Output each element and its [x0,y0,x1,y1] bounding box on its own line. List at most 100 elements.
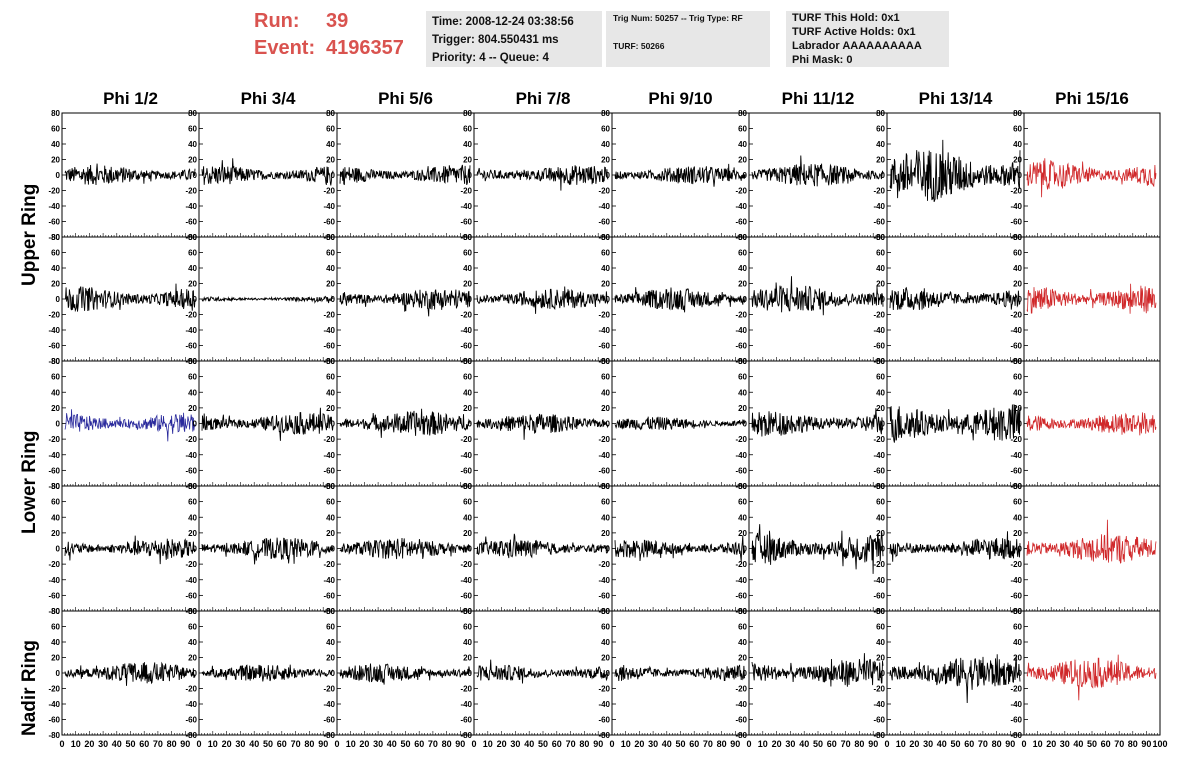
x-tick-label: 0 [59,739,64,749]
trig-info-box: Trig Num: 50257 -- Trig Type: RF TURF: 5… [606,11,770,67]
y-tick-label: -60 [323,591,335,600]
y-tick-label: 0 [56,545,61,554]
y-tick-label: 20 [51,529,60,538]
y-tick-label: -60 [873,591,885,600]
y-tick-label: 20 [601,280,610,289]
waveform-trace [476,659,609,684]
waveform-trace [1026,283,1157,314]
y-tick-label: 0 [56,669,61,678]
x-tick-label: 40 [387,739,397,749]
y-tick-label: -20 [1010,685,1022,694]
y-tick-label: 40 [188,513,197,522]
x-tick-label: 90 [1005,739,1015,749]
y-tick-label: 80 [1013,357,1022,366]
y-tick-label: 40 [601,638,610,647]
y-tick-label: 40 [463,513,472,522]
x-tick-label: 90 [730,739,740,749]
y-tick-label: 80 [463,357,472,366]
y-tick-label: 0 [743,669,748,678]
waveform-trace [64,661,196,686]
y-tick-label: -80 [460,731,472,740]
y-tick-label: 0 [1018,545,1023,554]
waveform-trace [889,654,1021,704]
y-tick-label: -40 [1010,202,1022,211]
x-tick-label: 40 [662,739,672,749]
y-tick-label: 60 [188,125,197,134]
x-tick-label: 60 [689,739,699,749]
x-tick-label: 10 [1033,739,1043,749]
y-tick-label: 40 [188,388,197,397]
y-tick-label: 0 [468,669,473,678]
x-tick-label: 60 [414,739,424,749]
y-tick-label: 60 [876,373,885,382]
priority-text: Priority: 4 -- Queue: 4 [432,52,549,64]
y-tick-label: -20 [460,560,472,569]
y-tick-label: 60 [738,249,747,258]
y-tick-label: -20 [185,435,197,444]
waveform-trace [889,404,1021,443]
y-tick-label: -60 [873,342,885,351]
y-tick-label: 80 [326,357,335,366]
y-tick-label: 40 [876,638,885,647]
x-tick-label: 60 [964,739,974,749]
y-tick-label: -40 [1010,451,1022,460]
waveform-trace [751,653,884,687]
x-tick-label: 30 [510,739,520,749]
y-tick-label: 40 [876,388,885,397]
y-tick-label: -20 [873,685,885,694]
waveform-trace [889,286,1021,311]
y-tick-label: 0 [468,295,473,304]
y-tick-label: 60 [463,623,472,632]
y-tick-label: -40 [873,326,885,335]
waveform-trace [201,537,334,565]
y-tick-label: 60 [51,498,60,507]
event-value: 4196357 [326,37,404,59]
y-tick-label: 20 [601,156,610,165]
y-tick-label: 80 [876,109,885,118]
y-tick-label: 80 [738,233,747,242]
x-tick-label: 80 [992,739,1002,749]
y-tick-label: -40 [185,451,197,460]
x-tick-label: 40 [799,739,809,749]
y-tick-label: -80 [48,482,60,491]
y-tick-label: 20 [738,404,747,413]
x-tick-label: 20 [84,739,94,749]
y-tick-label: -20 [185,311,197,320]
x-tick-label: 20 [497,739,507,749]
x-tick-label: 90 [455,739,465,749]
run-label: Run: [254,10,300,32]
x-tick-label: 40 [1073,739,1083,749]
y-tick-label: 60 [188,249,197,258]
y-tick-label: 0 [193,295,198,304]
y-tick-label: -60 [48,591,60,600]
y-tick-label: -20 [598,435,610,444]
y-tick-label: 80 [738,607,747,616]
x-tick-label: 60 [552,739,562,749]
y-tick-label: -40 [873,576,885,585]
waveform-trace [476,286,609,314]
y-tick-label: -20 [735,435,747,444]
y-tick-label: -20 [48,435,60,444]
x-tick-label: 50 [675,739,685,749]
y-tick-label: 80 [738,482,747,491]
y-tick-label: -20 [185,187,197,196]
y-tick-label: 60 [738,373,747,382]
y-tick-label: -60 [1010,218,1022,227]
y-tick-label: 40 [463,140,472,149]
y-tick-label: -40 [48,202,60,211]
y-tick-label: -80 [323,731,335,740]
y-tick-label: 80 [188,357,197,366]
y-tick-label: 80 [51,357,60,366]
y-tick-label: 20 [188,654,197,663]
y-tick-label: 40 [188,264,197,273]
y-tick-label: -60 [460,716,472,725]
x-tick-label: 30 [923,739,933,749]
y-tick-label: -60 [598,342,610,351]
y-tick-label: 0 [1018,420,1023,429]
y-tick-label: -40 [460,202,472,211]
y-tick-label: 20 [188,280,197,289]
y-tick-label: 60 [326,623,335,632]
y-tick-label: -20 [460,187,472,196]
y-tick-label: 80 [326,607,335,616]
